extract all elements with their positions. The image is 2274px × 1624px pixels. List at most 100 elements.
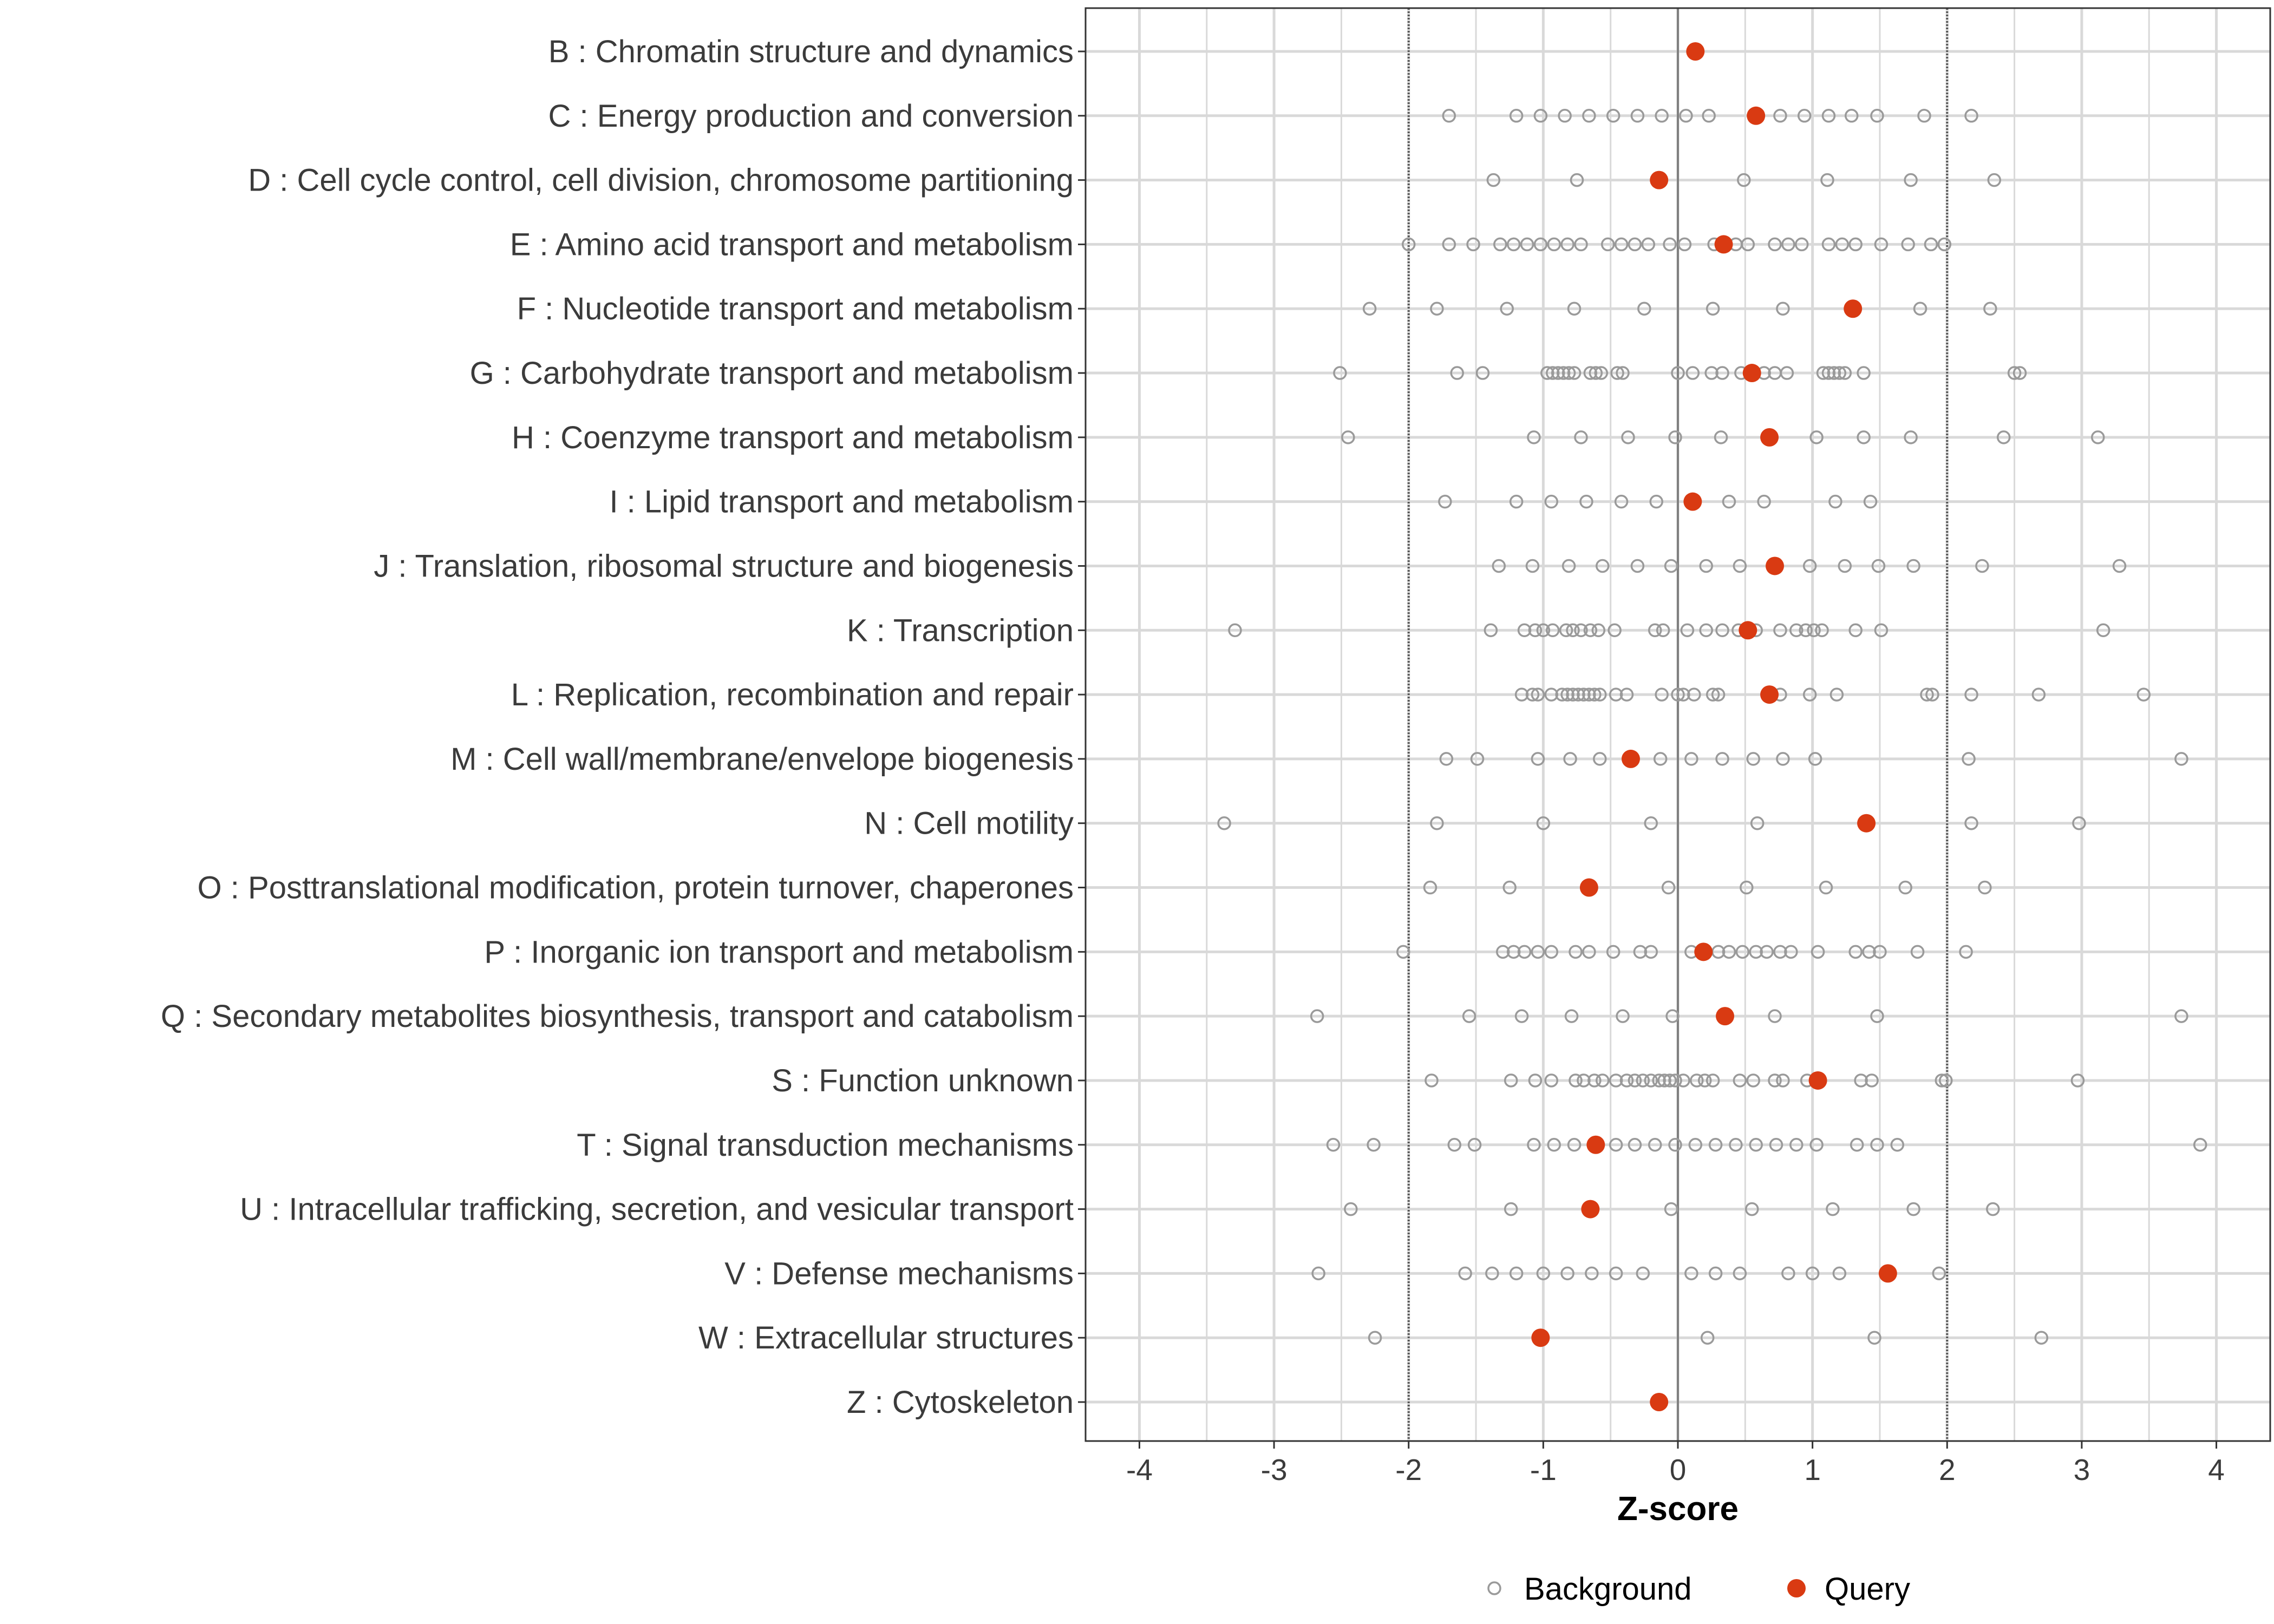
background-point: [1424, 1073, 1439, 1088]
background-point: [1583, 623, 1598, 638]
background-point: [1633, 945, 1648, 959]
background-point: [1556, 366, 1571, 380]
background-point: [1614, 237, 1629, 252]
background-point: [1630, 109, 1645, 123]
background-point: [1768, 237, 1782, 252]
background-point: [1871, 559, 1886, 573]
background-point: [1560, 237, 1574, 252]
background-point: [1531, 945, 1545, 959]
background-point: [1925, 687, 1939, 702]
background-point: [1558, 109, 1572, 123]
category-label: J : Translation, ribosomal structure and…: [374, 548, 1074, 584]
background-point: [1711, 687, 1726, 702]
background-point: [2193, 1138, 2207, 1152]
x-tick-label: -4: [1126, 1453, 1153, 1487]
background-point: [1986, 1202, 2000, 1216]
background-point: [1533, 237, 1548, 252]
background-point: [1504, 1202, 1518, 1216]
background-point: [1596, 559, 1610, 573]
category-label: I : Lipid transport and metabolism: [609, 484, 1074, 520]
query-point: [1760, 685, 1779, 704]
legend-background-key: [1487, 1581, 1501, 1595]
background-point: [1715, 752, 1729, 766]
background-point: [1816, 366, 1831, 380]
background-point: [1628, 1138, 1642, 1152]
background-point: [1628, 1073, 1642, 1088]
background-point: [1509, 109, 1524, 123]
background-point: [1514, 687, 1529, 702]
background-point: [1606, 945, 1620, 959]
background-point: [1430, 302, 1444, 316]
background-point: [1442, 109, 1456, 123]
category-label: U : Intracellular trafficking, secretion…: [240, 1192, 1074, 1227]
background-point: [1776, 1073, 1790, 1088]
background-point: [1485, 1266, 1499, 1281]
background-point: [1442, 237, 1456, 252]
background-point: [1722, 494, 1736, 509]
background-point: [1676, 1073, 1690, 1088]
background-point: [1924, 237, 1938, 252]
background-point: [1439, 752, 1454, 766]
query-points: [1531, 42, 1897, 1411]
background-point: [1608, 623, 1622, 638]
background-point: [1901, 237, 1915, 252]
background-point: [2112, 559, 2127, 573]
background-point: [1857, 430, 1871, 444]
background-point: [1917, 109, 1931, 123]
query-point: [1694, 942, 1713, 961]
background-point: [1679, 109, 1693, 123]
background-point: [1862, 945, 1876, 959]
query-point: [1844, 299, 1863, 318]
background-point: [1616, 366, 1630, 380]
background-point: [1781, 1266, 1795, 1281]
background-point: [1735, 945, 1750, 959]
background-point: [1684, 1266, 1698, 1281]
background-point: [1702, 109, 1716, 123]
background-point: [1546, 366, 1560, 380]
background-point: [1606, 109, 1620, 123]
background-point: [1749, 1138, 1763, 1152]
background-point: [1450, 366, 1464, 380]
background-point: [1509, 1266, 1524, 1281]
background-point: [1913, 302, 1927, 316]
background-point: [1745, 1202, 1759, 1216]
background-point: [1596, 1073, 1610, 1088]
background-point: [1838, 366, 1852, 380]
background-point: [1964, 687, 1978, 702]
background-point: [1690, 1073, 1704, 1088]
background-point: [1802, 687, 1817, 702]
background-point: [1656, 623, 1670, 638]
background-point: [1525, 559, 1540, 573]
background-points: [1217, 109, 2207, 1345]
background-point: [1708, 1138, 1723, 1152]
background-point: [1663, 1073, 1677, 1088]
background-point: [1820, 173, 1834, 187]
background-point: [1555, 687, 1569, 702]
background-point: [1797, 109, 1812, 123]
background-point: [1757, 494, 1771, 509]
x-tick-label: -1: [1530, 1453, 1557, 1487]
background-point: [2072, 816, 2086, 830]
background-point: [1567, 366, 1582, 380]
background-point: [1826, 1202, 1840, 1216]
background-point: [1547, 237, 1561, 252]
background-point: [1910, 945, 1925, 959]
background-point: [1741, 237, 1755, 252]
background-point: [1619, 1073, 1634, 1088]
background-point: [1649, 494, 1663, 509]
legend: Background Query: [1487, 1571, 1910, 1607]
background-point: [1870, 1009, 1884, 1023]
background-point: [1873, 945, 1887, 959]
background-point: [1749, 945, 1763, 959]
background-point: [1579, 494, 1593, 509]
background-point: [2136, 687, 2151, 702]
background-point: [1867, 1331, 1881, 1345]
background-point: [1937, 237, 1952, 252]
background-point: [1571, 687, 1585, 702]
background-point: [1671, 687, 1685, 702]
query-point: [1742, 364, 1761, 383]
background-point: [1585, 1266, 1599, 1281]
background-point: [1536, 816, 1551, 830]
background-point: [1570, 173, 1584, 187]
